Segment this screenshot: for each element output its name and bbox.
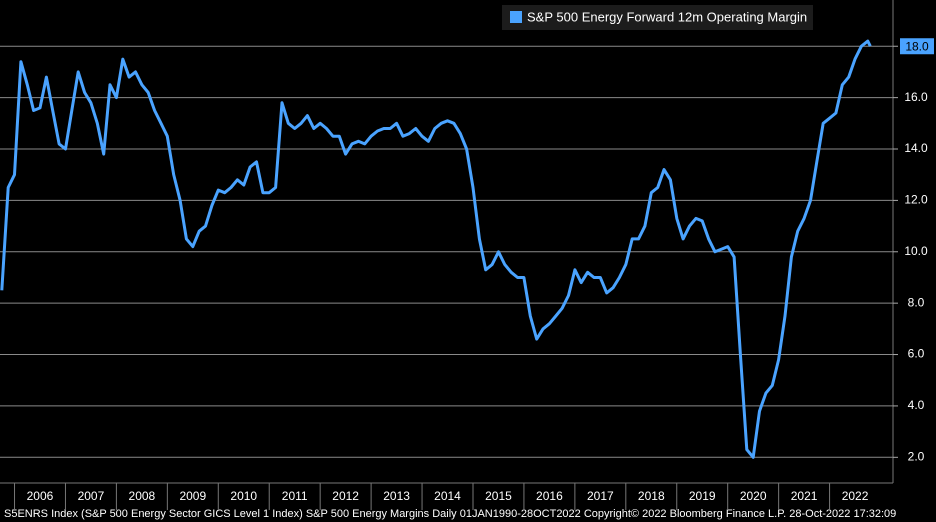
y-tick-label: 4.0 [908,398,925,412]
legend-label: S&P 500 Energy Forward 12m Operating Mar… [527,9,807,24]
x-tick-label: 2017 [587,489,614,503]
y-tick-label: 16.0 [904,90,928,104]
x-tick-label: 2007 [78,489,105,503]
last-value-label: 18.0 [905,39,929,53]
y-tick-label: 14.0 [904,141,928,155]
x-tick-label: 2009 [179,489,206,503]
x-tick-label: 2015 [485,489,512,503]
y-tick-label: 8.0 [908,295,925,309]
x-tick-label: 2021 [791,489,818,503]
data-line [0,39,872,459]
x-tick-label: 2016 [536,489,563,503]
x-tick-label: 2013 [383,489,410,503]
last-value-box [900,38,934,55]
y-tick-label: 2.0 [908,449,925,463]
x-tick-label: 2011 [282,489,308,503]
x-tick-label: 2022 [842,489,869,503]
x-tick-label: 2018 [638,489,665,503]
x-tick-label: 2019 [689,489,716,503]
legend-swatch [510,11,522,23]
y-tick-label: 10.0 [904,244,928,258]
footer: S5ENRS Index (S&P 500 Energy Sector GICS… [4,508,896,520]
x-tick-label: 2020 [740,489,767,503]
x-tick-label: 2010 [230,489,257,503]
y-tick-label: 6.0 [908,347,925,361]
x-tick-label: 2006 [27,489,54,503]
y-tick-label: 12.0 [904,193,928,207]
x-tick-label: 2012 [332,489,359,503]
legend-box [502,5,813,30]
x-tick-label: 2014 [434,489,461,503]
x-tick-label: 2008 [129,489,156,503]
